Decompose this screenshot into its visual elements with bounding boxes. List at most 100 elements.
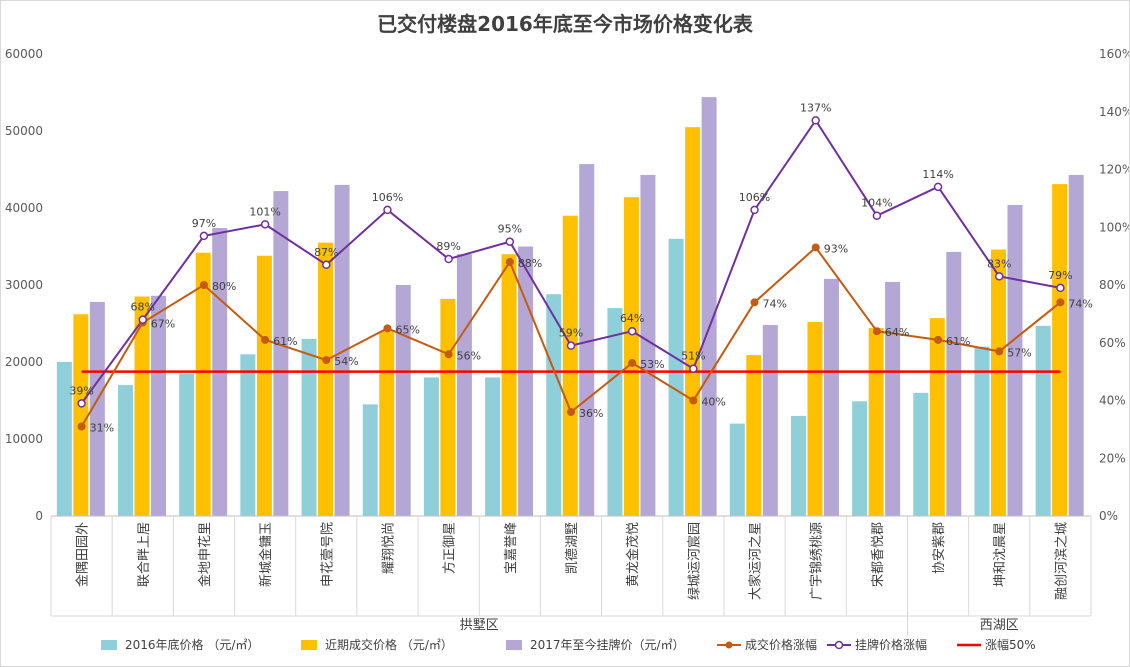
y-right-tick-label: 40% bbox=[1099, 394, 1126, 408]
bar bbox=[729, 423, 745, 516]
listing-growth-label: 95% bbox=[498, 223, 522, 236]
x-tick-label: 新城金镛玉 bbox=[258, 522, 274, 587]
bar bbox=[1035, 325, 1051, 516]
bar bbox=[607, 308, 623, 516]
y-right-tick-label: 120% bbox=[1099, 163, 1129, 177]
legend-label: 近期成交价格 （元/㎡） bbox=[325, 637, 453, 652]
deal-growth-point bbox=[750, 298, 759, 307]
listing-growth-label: 59% bbox=[559, 327, 583, 340]
x-tick-label: 协安紫郡 bbox=[932, 522, 947, 574]
x-tick-label: 凯德湖墅 bbox=[565, 522, 580, 574]
listing-growth-point bbox=[627, 326, 637, 336]
y-right-tick-label: 20% bbox=[1099, 451, 1126, 465]
deal-growth-point bbox=[322, 356, 331, 365]
y-left-tick-label: 50000 bbox=[5, 124, 43, 138]
bar bbox=[562, 215, 578, 516]
legend-label: 挂牌价格涨幅 bbox=[855, 637, 927, 652]
bar bbox=[395, 285, 411, 516]
x-tick-label: 联合畔上居 bbox=[137, 522, 152, 587]
bar bbox=[974, 346, 990, 516]
deal-growth-label: 57% bbox=[1007, 346, 1031, 359]
deal-growth-point bbox=[505, 257, 514, 266]
legend-label: 成交价格涨幅 bbox=[745, 637, 817, 652]
bar bbox=[929, 318, 945, 516]
deal-growth-label: 36% bbox=[579, 407, 603, 420]
y-left-tick-label: 30000 bbox=[5, 278, 43, 292]
y-right-tick-label: 160% bbox=[1099, 47, 1129, 61]
legend-label: 2017年至今挂牌价（元/㎡） bbox=[530, 637, 685, 652]
legend-swatch bbox=[301, 640, 317, 650]
deal-growth-point bbox=[628, 358, 637, 367]
legend-swatch bbox=[506, 640, 522, 650]
listing-growth-point bbox=[444, 254, 453, 264]
bar bbox=[379, 331, 395, 516]
legend-swatch-marker bbox=[834, 640, 844, 650]
listing-growth-point bbox=[199, 231, 209, 241]
listing-growth-label: 51% bbox=[681, 350, 705, 363]
x-tick-label: 融创河滨之城 bbox=[1053, 522, 1069, 600]
y-left-tick-label: 60000 bbox=[5, 47, 43, 61]
x-tick-label: 黄龙金茂悦 bbox=[625, 522, 641, 587]
deal-growth-label: 93% bbox=[824, 242, 848, 255]
x-tick-label: 金地申花里 bbox=[197, 522, 213, 587]
listing-growth-point bbox=[260, 220, 270, 229]
legend-swatch-marker bbox=[725, 641, 733, 649]
bar bbox=[423, 377, 439, 516]
x-tick-label: 坤和沈晨星 bbox=[993, 522, 1008, 587]
deal-growth-point bbox=[689, 396, 698, 405]
deal-growth-label: 74% bbox=[1068, 297, 1092, 310]
y-left-tick-label: 0 bbox=[35, 509, 43, 523]
deal-growth-point bbox=[934, 335, 943, 344]
listing-growth-label: 97% bbox=[192, 217, 216, 230]
y-right-tick-label: 100% bbox=[1099, 220, 1129, 234]
deal-growth-label: 64% bbox=[885, 326, 909, 339]
bar bbox=[1052, 184, 1068, 516]
listing-growth-point bbox=[505, 237, 515, 246]
deal-growth-point bbox=[567, 408, 575, 417]
bar bbox=[73, 314, 89, 516]
listing-growth-label: 106% bbox=[739, 191, 770, 204]
x-tick-label: 宋都香悦郡 bbox=[871, 522, 886, 587]
bar bbox=[485, 377, 501, 516]
bar bbox=[256, 255, 272, 517]
bar bbox=[195, 252, 211, 516]
bar bbox=[273, 191, 289, 516]
deal-growth-point bbox=[77, 422, 86, 431]
listing-growth-label: 39% bbox=[69, 384, 93, 397]
deal-growth-label: 67% bbox=[151, 318, 175, 331]
listing-growth-point bbox=[322, 260, 331, 270]
listing-growth-point bbox=[383, 205, 392, 215]
bar bbox=[118, 385, 134, 516]
listing-growth-point bbox=[689, 364, 698, 373]
deal-growth-point bbox=[872, 327, 881, 336]
legend-label: 涨幅50% bbox=[985, 637, 1036, 652]
bar bbox=[1007, 204, 1023, 517]
bar bbox=[1068, 174, 1084, 516]
y-right-tick-label: 0% bbox=[1099, 509, 1118, 523]
bar bbox=[240, 354, 256, 516]
bar bbox=[456, 254, 472, 516]
deal-growth-point bbox=[261, 335, 270, 344]
bar bbox=[946, 251, 962, 516]
bar bbox=[89, 301, 105, 516]
bar bbox=[823, 278, 839, 516]
listing-growth-label: 79% bbox=[1048, 269, 1072, 282]
bar bbox=[440, 298, 456, 516]
bar bbox=[746, 355, 762, 516]
listing-growth-point bbox=[566, 341, 576, 350]
chart-title: 已交付楼盘2016年底至今市场价格变化表 bbox=[377, 12, 754, 36]
listing-growth-label: 101% bbox=[249, 205, 280, 218]
listing-growth-point bbox=[750, 205, 759, 215]
y-left-tick-label: 40000 bbox=[5, 201, 43, 215]
y-left-tick-label: 10000 bbox=[5, 432, 43, 446]
bar bbox=[362, 404, 378, 516]
bar bbox=[852, 401, 868, 516]
bar bbox=[701, 97, 717, 517]
bar bbox=[762, 325, 778, 516]
bar bbox=[334, 184, 350, 516]
listing-growth-point bbox=[994, 272, 1004, 281]
bar bbox=[518, 246, 534, 516]
deal-growth-label: 53% bbox=[640, 358, 664, 371]
